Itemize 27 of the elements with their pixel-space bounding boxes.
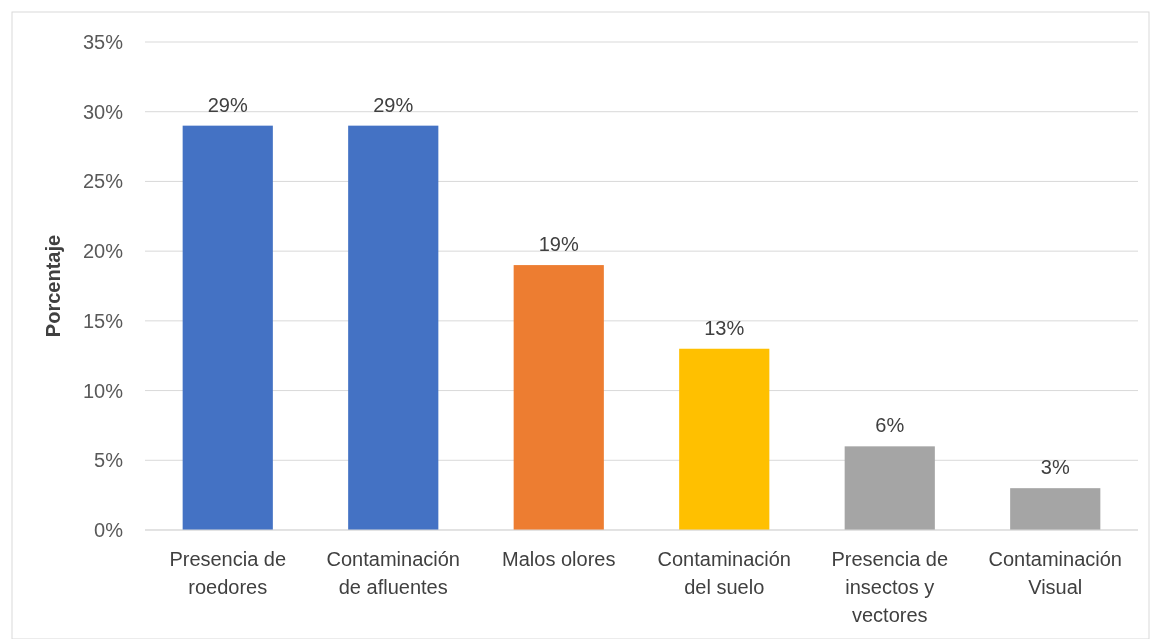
y-tick-label: 15%: [82, 309, 124, 332]
bar: [679, 348, 770, 530]
data-label: 3%: [1040, 456, 1070, 479]
bar: [182, 125, 273, 530]
y-tick-label: 10%: [82, 379, 124, 402]
x-tick-label: Contaminación Visual: [988, 548, 1122, 598]
data-label: 13%: [704, 316, 745, 339]
bar: [513, 265, 604, 530]
data-label: 29%: [207, 93, 248, 116]
y-tick-label: 25%: [82, 170, 124, 193]
x-tick-label: Presencia de insectos y vectores: [831, 548, 949, 626]
y-tick-label: 0%: [94, 519, 124, 541]
x-tick-label: Presencia de roedores: [169, 548, 287, 598]
y-tick-label: 20%: [82, 240, 124, 263]
y-tick-label: 35%: [82, 31, 124, 53]
x-tick-label: Contaminación del suelo: [657, 548, 791, 598]
y-tick-label: 5%: [94, 449, 124, 472]
y-tick-label: 30%: [82, 100, 124, 123]
data-label: 29%: [373, 93, 414, 116]
data-label: 19%: [538, 233, 579, 256]
data-label: 6%: [875, 414, 905, 437]
y-axis-title: Porcentaje: [42, 234, 64, 338]
x-tick-label: Malos olores: [502, 548, 616, 570]
x-tick-label: Contaminación de afluentes: [326, 548, 460, 598]
bar: [1010, 488, 1101, 530]
bar: [348, 125, 439, 530]
bar: [844, 446, 935, 530]
